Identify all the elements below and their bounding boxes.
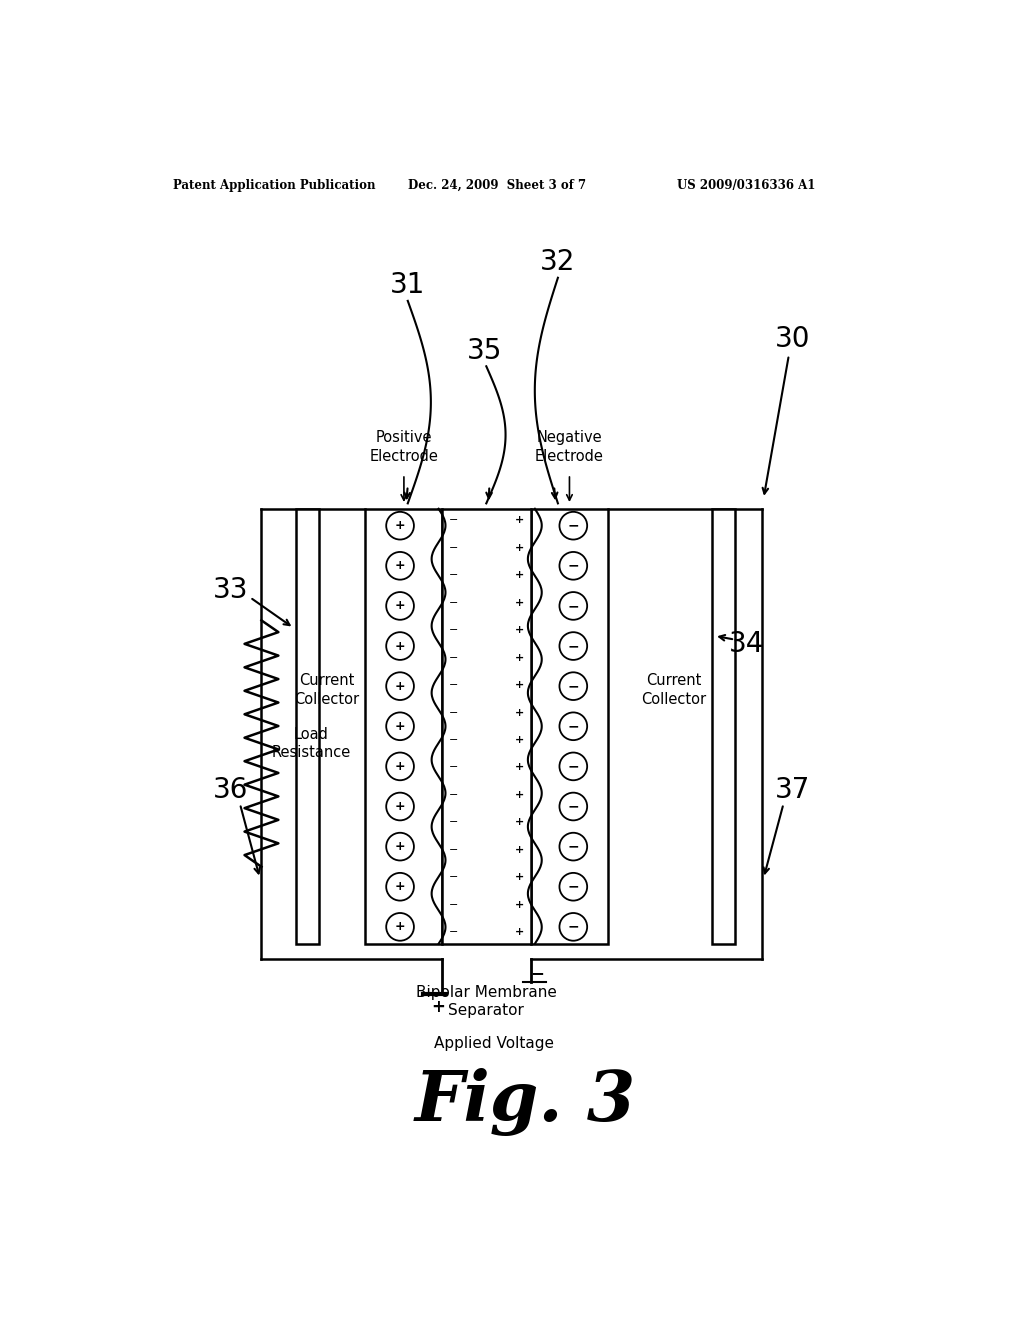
Text: −: − — [450, 626, 459, 635]
Text: −: − — [450, 789, 459, 800]
Text: Applied Voltage: Applied Voltage — [434, 1036, 554, 1052]
Text: −: − — [450, 598, 459, 607]
Text: 36: 36 — [213, 776, 249, 804]
Text: 37: 37 — [775, 776, 810, 804]
Text: Patent Application Publication: Patent Application Publication — [173, 178, 376, 191]
Text: −: − — [567, 719, 580, 734]
Text: +: + — [515, 873, 524, 882]
Text: +: + — [394, 560, 406, 573]
Text: −: − — [567, 680, 580, 693]
Text: +: + — [515, 626, 524, 635]
Text: −: − — [450, 735, 459, 744]
Text: 35: 35 — [467, 337, 503, 364]
Text: −: − — [450, 900, 459, 909]
Text: −: − — [450, 680, 459, 690]
Text: −: − — [567, 558, 580, 573]
Text: +: + — [515, 789, 524, 800]
Text: −: − — [567, 519, 580, 533]
Bar — [366, 508, 442, 944]
Text: 31: 31 — [390, 272, 425, 300]
Text: +: + — [394, 920, 406, 933]
Text: Current
Collector: Current Collector — [294, 673, 359, 706]
Text: +: + — [394, 719, 406, 733]
Text: Positive
Electrode: Positive Electrode — [370, 430, 438, 463]
Text: +: + — [515, 598, 524, 607]
Text: +: + — [515, 845, 524, 855]
Text: +: + — [432, 998, 445, 1016]
Text: +: + — [394, 840, 406, 853]
Text: −: − — [567, 840, 580, 854]
Text: +: + — [515, 708, 524, 718]
Text: Dec. 24, 2009  Sheet 3 of 7: Dec. 24, 2009 Sheet 3 of 7 — [408, 178, 586, 191]
Text: 32: 32 — [541, 248, 575, 276]
Text: Bipolar Membrane
Separator: Bipolar Membrane Separator — [416, 985, 557, 1018]
Text: −: − — [450, 763, 459, 772]
Text: −: − — [450, 817, 459, 828]
Text: 34: 34 — [729, 630, 764, 657]
Text: −: − — [567, 879, 580, 894]
Text: 30: 30 — [775, 325, 811, 354]
Text: Fig. 3: Fig. 3 — [414, 1068, 636, 1135]
Bar — [531, 508, 608, 944]
Text: +: + — [394, 680, 406, 693]
Text: +: + — [394, 760, 406, 774]
Text: +: + — [515, 763, 524, 772]
Text: Load
Resistance: Load Resistance — [272, 727, 351, 760]
Text: −: − — [567, 759, 580, 774]
Text: +: + — [394, 599, 406, 612]
Text: −: − — [530, 964, 544, 982]
Text: US 2009/0316336 A1: US 2009/0316336 A1 — [677, 178, 816, 191]
Text: Current
Collector: Current Collector — [641, 673, 706, 706]
Text: +: + — [394, 519, 406, 532]
Text: −: − — [450, 927, 459, 937]
Text: +: + — [515, 515, 524, 525]
Text: +: + — [515, 570, 524, 581]
Bar — [442, 508, 531, 944]
Bar — [296, 508, 319, 944]
Text: +: + — [515, 927, 524, 937]
Text: +: + — [515, 652, 524, 663]
Text: 33: 33 — [213, 576, 249, 603]
Text: +: + — [394, 880, 406, 894]
Bar — [712, 508, 735, 944]
Text: −: − — [567, 800, 580, 813]
Text: +: + — [394, 640, 406, 652]
Text: −: − — [567, 920, 580, 933]
Text: −: − — [450, 515, 459, 525]
Text: Negative
Electrode: Negative Electrode — [535, 430, 604, 463]
Text: −: − — [450, 845, 459, 855]
Text: −: − — [567, 639, 580, 653]
Text: −: − — [450, 873, 459, 882]
Text: +: + — [515, 735, 524, 744]
Text: −: − — [450, 708, 459, 718]
Text: +: + — [394, 800, 406, 813]
Text: −: − — [567, 599, 580, 612]
Text: −: − — [450, 543, 459, 553]
Text: +: + — [515, 680, 524, 690]
Text: +: + — [515, 900, 524, 909]
Text: −: − — [450, 652, 459, 663]
Text: −: − — [450, 570, 459, 581]
Text: +: + — [515, 817, 524, 828]
Text: +: + — [515, 543, 524, 553]
